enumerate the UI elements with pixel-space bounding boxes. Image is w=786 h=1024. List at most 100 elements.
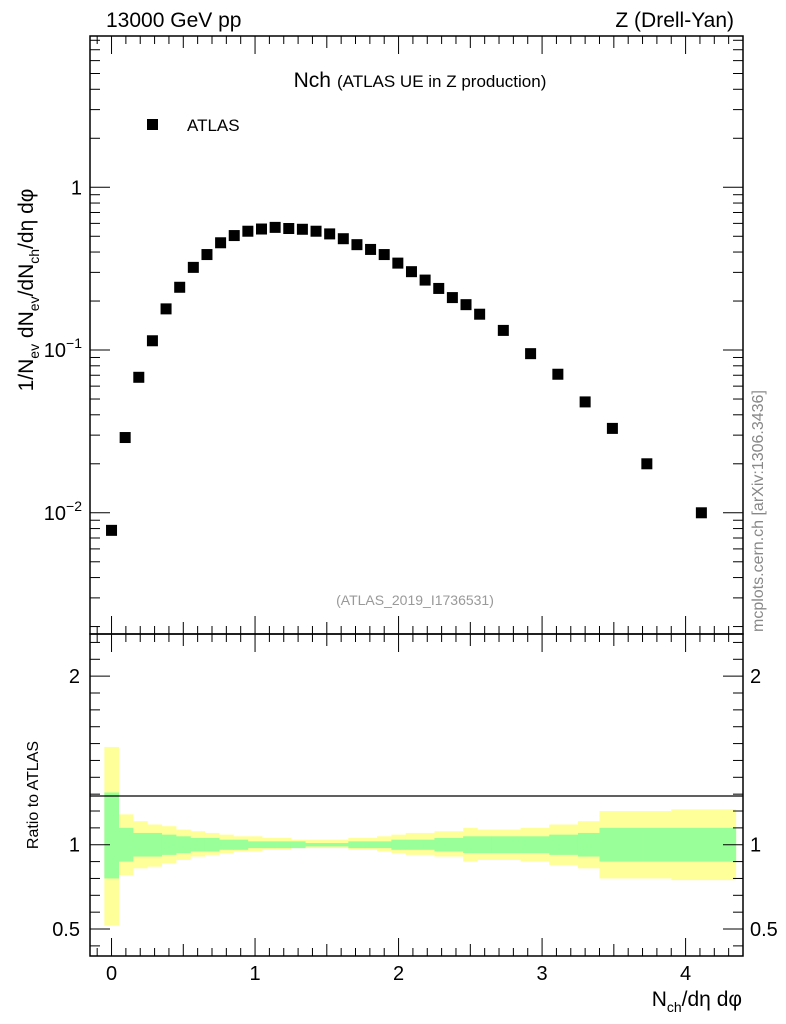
ratio-band-bin	[262, 841, 277, 849]
ratio-band-bin	[290, 841, 306, 849]
main-title: Nch (ATLAS UE in Z production)	[294, 69, 547, 92]
ratio-band-bin	[377, 841, 392, 849]
ratio-band-bin	[190, 837, 206, 852]
main-data-points	[106, 221, 707, 536]
data-point	[106, 524, 118, 536]
ratio-y-tick-label-right: 0.5	[750, 919, 778, 941]
ratio-band-bin	[420, 839, 435, 850]
ratio-band-bin	[448, 837, 464, 852]
ratio-bands	[104, 746, 737, 926]
y-tick-label: 1	[71, 177, 82, 199]
ratio-band-bin	[362, 841, 378, 849]
data-point	[419, 274, 431, 286]
data-point	[579, 396, 591, 408]
data-point	[296, 223, 308, 235]
data-point	[365, 243, 377, 255]
ratio-frame	[89, 633, 744, 957]
ratio-band-bin	[319, 843, 335, 847]
ratio-band-bin	[434, 837, 450, 852]
ratio-band-bin	[577, 832, 600, 857]
ratio-band-bin	[405, 839, 421, 850]
data-point	[606, 422, 618, 434]
ratio-band-bin	[305, 843, 320, 847]
side-label: mcplots.cern.ch [arXiv:1306.3436]	[750, 390, 767, 632]
x-tick-label: 2	[393, 963, 404, 985]
ratio-band-bin	[391, 839, 407, 850]
ratio-y-axis-label: Ratio to ATLAS	[25, 741, 42, 849]
ratio-band-bin	[348, 841, 363, 849]
header-left: 13000 GeV pp	[106, 9, 241, 32]
watermark: (ATLAS_2019_I1736531)	[336, 592, 494, 608]
data-point	[133, 371, 145, 383]
ratio-band-bin	[133, 832, 148, 857]
data-point	[174, 281, 186, 293]
data-point	[525, 348, 537, 360]
data-point	[351, 239, 363, 251]
ratio-band-bin	[161, 834, 177, 855]
ratio-band-bin	[642, 827, 672, 862]
data-point	[256, 223, 268, 235]
header-right: Z (Drell-Yan)	[615, 9, 734, 32]
data-point	[446, 292, 458, 304]
x-axis-label: Nch/dη dφ	[652, 988, 742, 1015]
ratio-band-bin	[219, 839, 234, 850]
ratio-band-bin	[104, 792, 120, 879]
ratio-band-bin	[333, 843, 349, 847]
x-tick-label: 3	[537, 963, 548, 985]
main-panel: 110−110−2 Nch (ATLAS UE in Z production) …	[15, 35, 744, 635]
ratio-band-bin	[118, 827, 134, 862]
data-point	[283, 223, 295, 235]
data-point	[310, 225, 322, 237]
ratio-band-bin	[204, 837, 220, 852]
data-point	[215, 237, 227, 249]
ratio-band-bin	[520, 836, 550, 854]
ratio-band-bin	[247, 841, 263, 849]
data-point	[187, 261, 199, 273]
y-tick-label: 10−2	[44, 498, 82, 525]
main-y-axis-label: 1/Nev dNev/dNch/dη dφ	[15, 189, 42, 392]
data-point	[146, 335, 158, 347]
data-point	[392, 257, 404, 269]
ratio-band-bin	[491, 836, 521, 854]
data-point	[228, 230, 240, 242]
ratio-band-bin	[176, 836, 191, 854]
data-point	[552, 368, 564, 380]
ratio-band-bin	[147, 832, 163, 857]
ratio-band-bin	[276, 841, 292, 849]
ratio-band-bin	[549, 834, 579, 855]
data-point	[337, 233, 349, 245]
data-point	[269, 221, 281, 233]
ratio-y-tick-label: 0.5	[52, 919, 80, 941]
data-point	[641, 458, 653, 470]
ratio-axis-ticks: 2 2 1 1 0.5 0.5 0 1 2 3 4	[52, 634, 778, 985]
ratio-y-tick-label: 1	[69, 835, 80, 857]
legend-marker	[147, 119, 158, 130]
ratio-band-bin	[463, 836, 478, 854]
x-tick-label: 0	[106, 963, 117, 985]
main-axis-ticks: 1 10−1 10−2	[44, 36, 744, 634]
ratio-y-tick-label-right: 1	[750, 835, 761, 857]
data-point	[324, 228, 336, 240]
data-point	[433, 282, 445, 294]
data-point	[405, 266, 417, 278]
y-tick-label: 10−1	[44, 335, 82, 362]
legend: ATLAS	[147, 116, 240, 135]
data-point	[378, 249, 390, 261]
x-tick-label: 1	[249, 963, 260, 985]
data-point	[695, 507, 707, 519]
data-point	[474, 308, 486, 320]
x-tick-label: 4	[680, 963, 691, 985]
data-point	[119, 432, 131, 444]
ratio-panel: 2 2 1 1 0.5 0.5 0 1 2 3 4 Ratio to ATLAS Nch/dη dφ	[25, 633, 778, 1015]
ratio-y-tick-label: 2	[69, 666, 80, 688]
ratio-y-tick-label-right: 2	[750, 666, 761, 688]
data-point	[160, 303, 172, 315]
data-point	[201, 249, 213, 261]
legend-label: ATLAS	[187, 116, 240, 135]
ratio-band-bin	[477, 836, 493, 854]
data-point	[242, 225, 254, 237]
data-point	[460, 299, 472, 311]
ratio-band-bin	[599, 827, 643, 862]
data-point	[497, 324, 509, 336]
